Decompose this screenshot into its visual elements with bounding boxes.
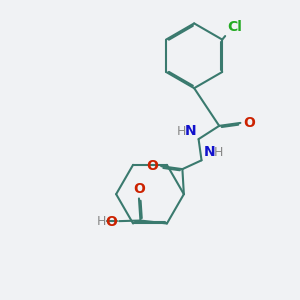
Text: H: H [97, 215, 106, 228]
Text: N: N [203, 145, 215, 159]
Text: O: O [243, 116, 255, 130]
Text: N: N [184, 124, 196, 138]
Text: O: O [133, 182, 145, 196]
Text: O: O [105, 215, 117, 229]
Text: H: H [177, 124, 186, 138]
Text: O: O [146, 159, 158, 173]
Text: H: H [214, 146, 223, 159]
Text: Cl: Cl [227, 20, 242, 34]
